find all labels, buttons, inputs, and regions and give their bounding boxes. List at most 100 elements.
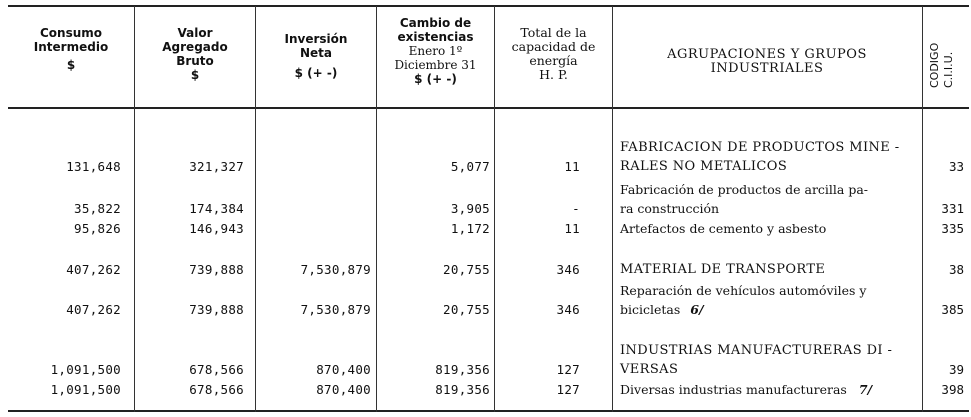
- cell-hp: 127: [556, 382, 580, 397]
- header-valor: Valor Agregado Bruto $: [136, 26, 254, 82]
- header-cambio-line-1: Cambio de: [399, 16, 472, 30]
- cell-hp: -: [572, 201, 580, 216]
- cell-cambio: 20,755: [443, 302, 490, 317]
- header-inversion-line-1: Inversión: [284, 32, 348, 46]
- cell-valor: 739,888: [189, 302, 244, 317]
- header-consumo-line-3: $: [66, 58, 76, 72]
- cell-cambio: 3,905: [450, 201, 490, 216]
- cell-inversion: 870,400: [316, 362, 371, 377]
- cell-inversion: 7,530,879: [300, 262, 371, 277]
- header-valor-line-2: Agregado: [162, 40, 228, 54]
- header-cambio-line-2: existencias: [397, 30, 474, 44]
- header-capacidad-line-4: H. P.: [539, 67, 568, 82]
- group-title: INDUSTRIAS MANUFACTURERAS DI -: [620, 343, 892, 359]
- header-codigo-line-2: C.I.I.U.: [942, 51, 955, 88]
- footnote-ref: 7/: [858, 382, 873, 397]
- group-item: Fabricación de productos de arcilla pa-: [620, 182, 868, 198]
- group-item: Diversas industrias manufactureras 7/: [620, 382, 872, 398]
- cell-inversion: 7,530,879: [300, 302, 371, 317]
- cell-consumo: 35,822: [74, 201, 121, 216]
- footnote-ref: 6/: [690, 302, 704, 317]
- cell-valor: 146,943: [189, 221, 244, 236]
- cell-code: 398: [941, 382, 964, 397]
- cell-valor: 678,566: [189, 362, 244, 377]
- description-text: Artefactos de cemento y asbesto: [620, 221, 827, 236]
- cell-hp: 127: [556, 362, 580, 377]
- group-item: ra construcción: [620, 201, 719, 217]
- cell-valor: 739,888: [189, 262, 244, 277]
- header-consumo-line-2: Intermedio: [33, 40, 109, 54]
- header-consumo: Consumo Intermedio $: [10, 26, 132, 72]
- group-title: MATERIAL DE TRANSPORTE: [620, 262, 825, 278]
- description-text: INDUSTRIAS MANUFACTURERAS DI -: [620, 343, 893, 358]
- cell-cambio: 5,077: [450, 159, 490, 174]
- header-inversion: Inversión Neta $ (+ -): [257, 32, 375, 80]
- cell-hp: 346: [556, 262, 580, 277]
- cell-code: 33: [948, 159, 964, 174]
- divider-5: [612, 6, 613, 412]
- cell-code: 385: [941, 302, 964, 317]
- cell-code: 335: [941, 221, 964, 236]
- divider-4: [494, 6, 495, 412]
- cell-cambio: 819,356: [435, 382, 490, 397]
- group-item: Reparación de vehículos automóviles y: [620, 283, 866, 299]
- cell-valor: 174,384: [189, 201, 244, 216]
- group-item: bicicletas 6/: [620, 302, 704, 318]
- description-text: bicicletas: [620, 302, 681, 317]
- header-valor-line-4: $: [190, 68, 200, 82]
- description-text: FABRICACION DE PRODUCTOS MINE -: [620, 140, 900, 155]
- cell-consumo: 407,262: [66, 262, 121, 277]
- description-text: VERSAS: [620, 362, 679, 377]
- header-agrupaciones: AGRUPACIONES Y GRUPOS INDUSTRIALES: [614, 48, 920, 76]
- header-cambio-line-3: Enero 1º: [408, 44, 463, 58]
- divider-1: [134, 6, 135, 412]
- cell-consumo: 95,826: [74, 221, 121, 236]
- header-valor-line-3: Bruto: [176, 54, 214, 68]
- group-title: VERSAS: [620, 362, 678, 378]
- cell-code: 38: [948, 262, 964, 277]
- cell-valor: 321,327: [189, 159, 244, 174]
- cell-consumo: 1,091,500: [50, 382, 121, 397]
- header-consumo-line-1: Consumo: [39, 26, 103, 40]
- header-cambio: Cambio de existencias Enero 1º Diciembre…: [378, 16, 493, 86]
- group-title: FABRICACION DE PRODUCTOS MINE -: [620, 140, 900, 156]
- header-agrupaciones-line-1: AGRUPACIONES Y GRUPOS: [667, 47, 867, 62]
- divider-6: [922, 6, 923, 412]
- header-capacidad-line-3: energía: [529, 53, 578, 68]
- header-cambio-line-4: Diciembre 31: [394, 58, 477, 72]
- header-agrupaciones-line-2: INDUSTRIALES: [710, 61, 824, 76]
- description-text: Reparación de vehículos automóviles y: [620, 283, 867, 298]
- bottom-rule: [8, 410, 969, 412]
- cell-inversion: 870,400: [316, 382, 371, 397]
- cell-cambio: 1,172: [450, 221, 490, 236]
- description-text: Diversas industrias manufactureras: [620, 382, 847, 397]
- cell-hp: 11: [564, 221, 580, 236]
- cell-cambio: 20,755: [443, 262, 490, 277]
- header-valor-line-1: Valor: [177, 26, 213, 40]
- group-title: RALES NO METALICOS: [620, 159, 787, 175]
- header-codigo: CODIGO C.I.I.U.: [924, 22, 968, 102]
- cell-hp: 11: [564, 159, 580, 174]
- cell-valor: 678,566: [189, 382, 244, 397]
- cell-consumo: 1,091,500: [50, 362, 121, 377]
- cell-consumo: 131,648: [66, 159, 121, 174]
- header-capacidad-line-2: capacidad de: [511, 39, 596, 54]
- cell-cambio: 819,356: [435, 362, 490, 377]
- top-rule: [8, 5, 969, 7]
- divider-3: [376, 6, 377, 412]
- cell-code: 331: [941, 201, 964, 216]
- header-codigo-line-1: CODIGO: [928, 42, 941, 88]
- description-text: MATERIAL DE TRANSPORTE: [620, 262, 826, 277]
- description-text: ra construcción: [620, 201, 720, 216]
- description-text: Fabricación de productos de arcilla pa-: [620, 182, 869, 197]
- divider-2: [255, 6, 256, 412]
- cell-code: 39: [948, 362, 964, 377]
- header-rule: [8, 107, 969, 109]
- cell-hp: 346: [556, 302, 580, 317]
- header-inversion-line-3: $ (+ -): [294, 66, 338, 80]
- header-capacidad: Total de la capacidad de energía H. P.: [496, 26, 611, 82]
- header-capacidad-line-1: Total de la: [520, 25, 587, 40]
- group-item: Artefactos de cemento y asbesto: [620, 221, 826, 237]
- cell-consumo: 407,262: [66, 302, 121, 317]
